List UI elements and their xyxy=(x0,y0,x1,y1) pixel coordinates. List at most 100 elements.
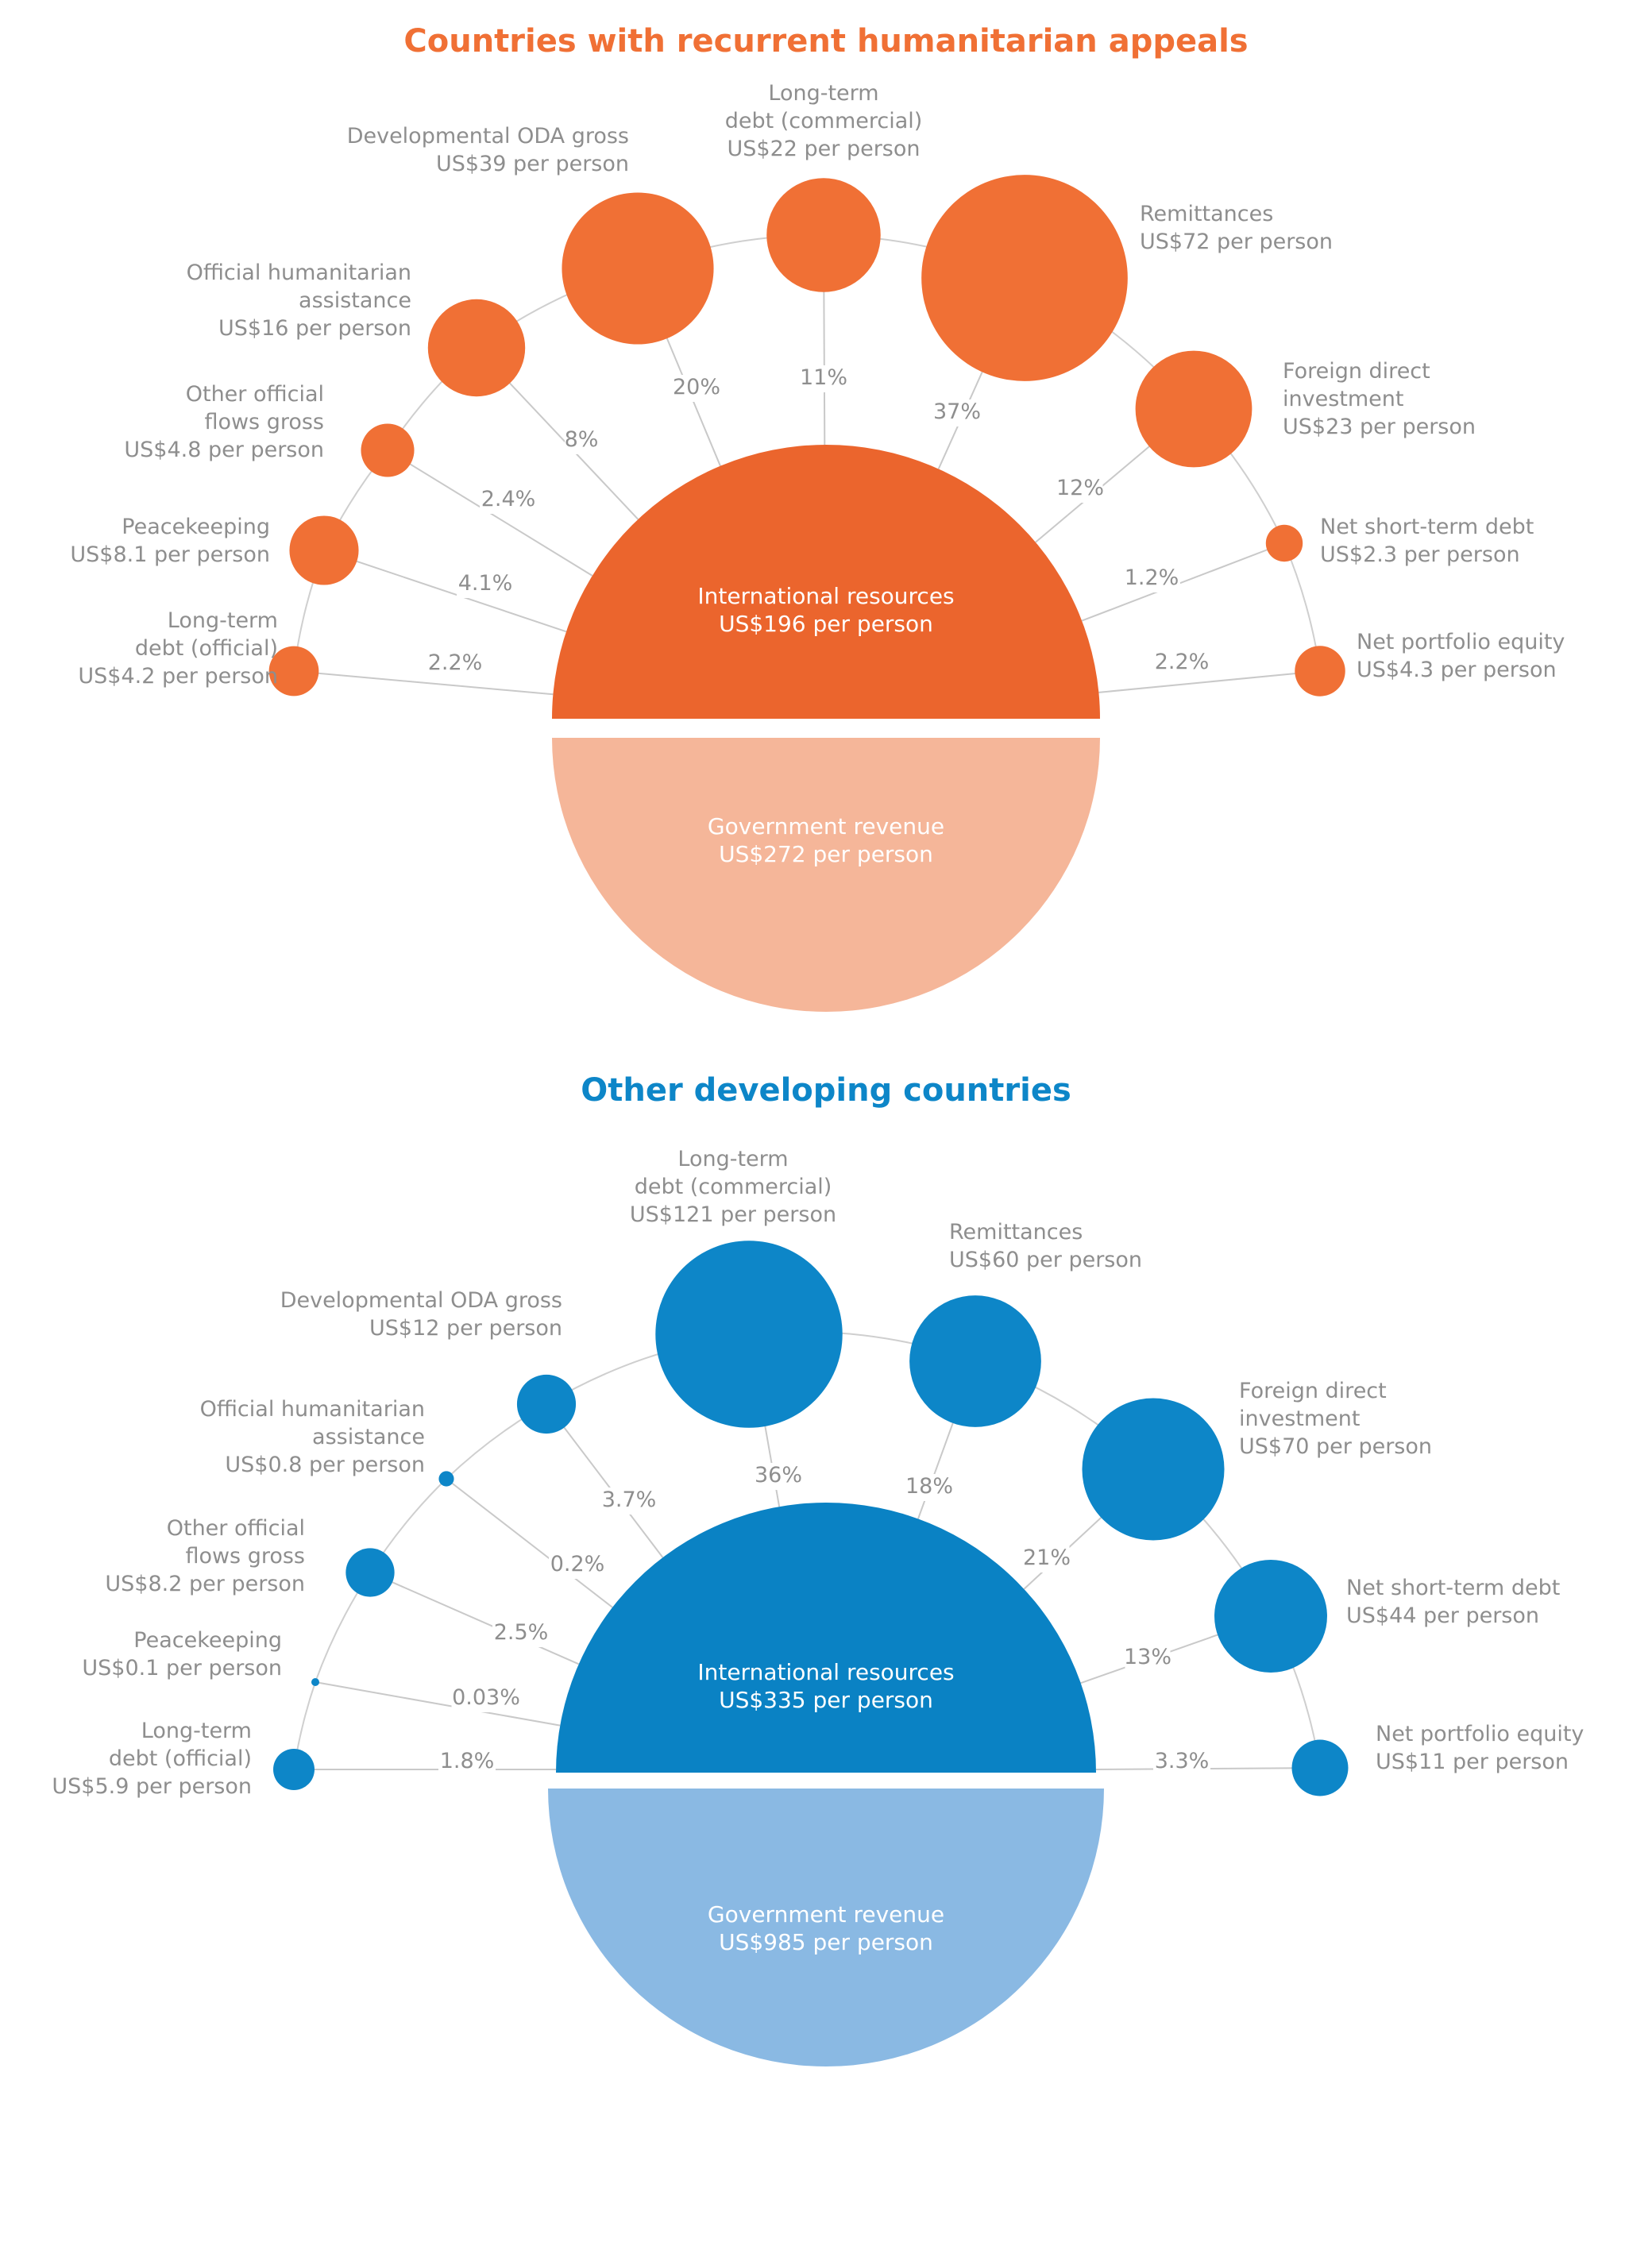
bubble-long-term-debt-official xyxy=(268,646,319,697)
flow-label-line: investment xyxy=(1283,387,1403,411)
bubble-remittances xyxy=(909,1295,1041,1427)
bubble-developmental-oda-gross xyxy=(562,192,714,345)
spoke-line xyxy=(369,1572,580,1665)
government-revenue-label: Government revenue xyxy=(708,813,944,839)
flow-label-line: Other official xyxy=(167,1516,305,1541)
bubble-long-term-debt-official xyxy=(273,1749,315,1790)
bubble-other-official-flows-gross xyxy=(361,423,415,477)
share-label-long-term-debt-commercial: 36% xyxy=(755,1463,802,1488)
share-label-bg xyxy=(1024,1545,1070,1572)
flow-label-long-term-debt-official: Long-term debt (official) US$5.9 per perso… xyxy=(52,1719,252,1799)
flow-label-line: debt (official) xyxy=(109,1746,252,1771)
flow-label-line: Long-term xyxy=(768,81,878,106)
flow-label-peacekeeping: Peacekeeping US$8.1 per person xyxy=(70,515,270,567)
bubble-net-short-term-debt xyxy=(1265,524,1303,562)
flow-label-line: assistance xyxy=(312,1425,425,1449)
share-label-bg xyxy=(549,1552,606,1579)
chart-title: Countries with recurrent humanitarian ap… xyxy=(403,23,1248,60)
flow-label-net-short-term-debt: Net short-term debt US$2.3 per person xyxy=(1320,515,1534,567)
flow-label-line: Net portfolio equity xyxy=(1376,1722,1584,1746)
share-label-other-official-flows-gross: 2.5% xyxy=(494,1620,549,1645)
share-label-long-term-debt-official: 2.2% xyxy=(428,650,483,675)
flow-label-line: Developmental ODA gross xyxy=(347,124,629,149)
flow-label-line: US$0.1 per person xyxy=(82,1656,282,1681)
flow-label-line: US$16 per person xyxy=(218,316,411,341)
flow-label-line: assistance xyxy=(299,288,411,313)
bubble-net-portfolio-equity xyxy=(1295,646,1345,697)
flow-label-line: US$11 per person xyxy=(1376,1750,1569,1774)
bubble-long-term-debt-commercial xyxy=(766,178,881,292)
share-label-bg xyxy=(480,487,537,514)
share-label-bg xyxy=(438,1749,496,1776)
government-revenue-half xyxy=(548,1789,1104,2066)
international-resources-label: International resources xyxy=(697,583,954,609)
share-label-bg xyxy=(457,571,514,598)
share-label-long-term-debt-official: 1.8% xyxy=(440,1749,495,1773)
international-resources-label: US$196 per person xyxy=(719,611,933,637)
flow-label-line: Remittances xyxy=(1140,202,1273,226)
share-label-net-short-term-debt: 1.2% xyxy=(1125,565,1179,590)
flow-label-line: US$0.8 per person xyxy=(225,1453,425,1477)
government-revenue-half xyxy=(552,738,1100,1012)
share-label-remittances: 18% xyxy=(905,1474,953,1499)
flow-label-line: investment xyxy=(1239,1407,1360,1431)
flow-label-net-portfolio-equity: Net portfolio equity US$11 per person xyxy=(1376,1722,1584,1774)
spoke-line xyxy=(323,550,567,633)
flow-label-line: Peacekeeping xyxy=(133,1628,282,1653)
flow-label-official-humanitarian-assistance: Official humanitarian assistance US$0.8 pe… xyxy=(200,1397,425,1477)
spoke-line xyxy=(1098,670,1321,693)
share-label-peacekeeping: 4.1% xyxy=(458,571,513,596)
spoke-line xyxy=(1081,542,1285,622)
share-label-remittances: 37% xyxy=(933,399,981,424)
government-revenue-label: US$272 per person xyxy=(719,841,933,867)
share-label-bg xyxy=(934,399,980,426)
flow-label-foreign-direct-investment: Foreign direct investment US$23 per person xyxy=(1283,359,1476,439)
flow-label-foreign-direct-investment: Foreign direct investment US$70 per person xyxy=(1239,1379,1432,1459)
flow-label-remittances: Remittances US$72 per person xyxy=(1140,202,1333,254)
bubble-developmental-oda-gross xyxy=(516,1374,577,1434)
share-label-bg xyxy=(1125,1645,1171,1672)
share-label-bg xyxy=(1123,565,1180,592)
flow-label-developmental-oda-gross: Developmental ODA gross US$12 per person xyxy=(280,1288,562,1341)
share-label-bg xyxy=(427,650,484,677)
flow-label-line: Official humanitarian xyxy=(187,260,411,285)
share-label-official-humanitarian-assistance: 8% xyxy=(565,427,599,452)
share-label-long-term-debt-commercial: 11% xyxy=(800,365,847,390)
flow-label-developmental-oda-gross: Developmental ODA gross US$39 per person xyxy=(347,124,629,176)
flow-label-line: Developmental ODA gross xyxy=(280,1288,562,1313)
flow-label-line: US$39 per person xyxy=(436,152,629,176)
flow-label-line: Foreign direct xyxy=(1239,1379,1387,1403)
flow-label-long-term-debt-commercial: Long-term debt (commercial) US$22 per pers… xyxy=(725,81,923,161)
share-label-developmental-oda-gross: 3.7% xyxy=(602,1488,657,1512)
flow-label-other-official-flows-gross: Other official flows gross US$4.8 per pers… xyxy=(124,382,324,462)
share-label-developmental-oda-gross: 20% xyxy=(673,375,720,399)
flow-label-line: Net portfolio equity xyxy=(1357,630,1565,654)
flow-label-remittances: Remittances US$60 per person xyxy=(949,1220,1142,1272)
bubble-peacekeeping xyxy=(311,1678,319,1686)
share-label-bg xyxy=(906,1474,952,1501)
share-label-foreign-direct-investment: 12% xyxy=(1056,476,1104,500)
share-label-bg xyxy=(801,365,847,392)
share-label-net-portfolio-equity: 3.3% xyxy=(1155,1749,1210,1773)
flow-label-line: Net short-term debt xyxy=(1320,515,1534,539)
flow-label-long-term-debt-commercial: Long-term debt (commercial) US$121 per per… xyxy=(630,1147,836,1227)
flow-label-line: US$60 per person xyxy=(949,1248,1142,1272)
share-label-peacekeeping: 0.03% xyxy=(452,1685,520,1710)
flow-label-other-official-flows-gross: Other official flows gross US$8.2 per pers… xyxy=(105,1516,305,1596)
share-label-net-short-term-debt: 13% xyxy=(1124,1645,1171,1669)
government-revenue-label: US$985 per person xyxy=(719,1929,933,1955)
flow-label-official-humanitarian-assistance: Official humanitarian assistance US$16 per… xyxy=(187,260,411,341)
share-label-bg xyxy=(565,427,598,454)
bubble-peacekeeping xyxy=(289,515,359,585)
flow-label-line: US$22 per person xyxy=(728,137,921,161)
international-resources-half xyxy=(556,1503,1096,1773)
flow-label-line: Remittances xyxy=(949,1220,1083,1244)
share-label-official-humanitarian-assistance: 0.2% xyxy=(550,1552,605,1576)
flow-label-line: US$4.3 per person xyxy=(1357,658,1557,682)
flow-label-line: debt (commercial) xyxy=(725,109,923,133)
flow-label-line: US$4.8 per person xyxy=(124,438,324,462)
chart-recurrent-appeals: Countries with recurrent humanitarian ap… xyxy=(70,23,1565,1012)
flow-label-line: debt (commercial) xyxy=(635,1175,832,1199)
flow-label-line: debt (official) xyxy=(135,636,278,661)
